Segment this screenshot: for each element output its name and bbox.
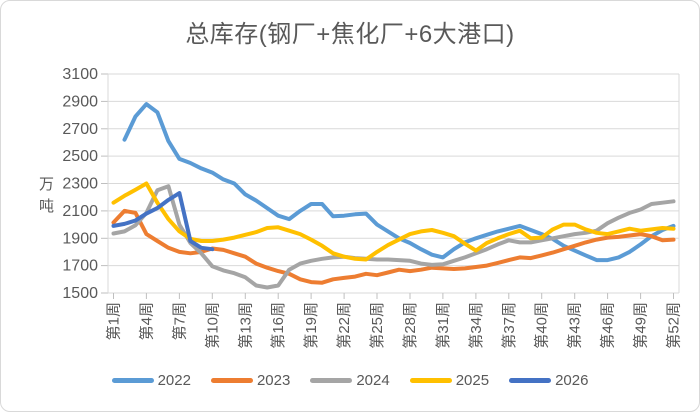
y-axis-unit-label: 万吨 [38, 176, 54, 215]
y-tick-label: 2300 [62, 176, 98, 193]
x-tick-label: 第40周 [533, 302, 551, 349]
x-tick-label: 第49周 [632, 302, 650, 349]
x-tick-label: 第13周 [236, 302, 254, 349]
legend-label: 2023 [256, 372, 291, 389]
series-line-2026 [111, 191, 215, 252]
y-tick-label: 1900 [62, 230, 98, 247]
legend-item-2025[interactable]: 2025 [409, 372, 490, 389]
x-tick-label: 第43周 [566, 302, 584, 349]
y-tick-label: 2700 [62, 121, 98, 138]
x-tick-label: 第28周 [401, 302, 419, 349]
x-tick-label: 第1周 [105, 302, 123, 340]
x-tick-label: 第10周 [203, 302, 221, 349]
x-tick-label: 第4周 [137, 302, 155, 340]
x-tick-label: 第37周 [500, 302, 518, 349]
y-tick-label: 1500 [62, 285, 98, 302]
x-tick-label: 第31周 [434, 302, 452, 349]
x-tick-label: 第34周 [467, 302, 485, 349]
x-tick-label: 第52周 [665, 302, 683, 349]
x-tick-label: 第46周 [599, 302, 617, 349]
y-tick-label: 3100 [62, 66, 98, 83]
y-tick-label: 2100 [62, 203, 98, 220]
y-tick-label: 1700 [62, 258, 98, 275]
y-tick-label: 2900 [62, 93, 98, 110]
legend-label: 2026 [555, 372, 589, 389]
legend-swatch-2022 [111, 378, 154, 383]
legend-item-2022[interactable]: 2022 [111, 372, 191, 389]
x-tick-label: 第22周 [335, 302, 353, 349]
legend: 2022 2023 2024 2025 2026 [0, 372, 700, 389]
legend-swatch-2026 [509, 378, 552, 383]
legend-item-2024[interactable]: 2024 [310, 372, 390, 389]
legend-item-2023[interactable]: 2023 [210, 372, 291, 389]
legend-swatch-2023 [210, 378, 253, 383]
legend-swatch-2024 [310, 378, 353, 383]
x-tick-label: 第16周 [269, 302, 287, 349]
legend-label: 2025 [455, 372, 490, 389]
x-tick-label: 第25周 [368, 302, 386, 349]
legend-label: 2022 [157, 372, 191, 389]
x-tick-label: 第19周 [302, 302, 320, 349]
series-line-2025 [111, 181, 676, 262]
legend-swatch-2025 [409, 378, 452, 383]
series-line-2024 [111, 184, 676, 290]
chart-title: 总库存(钢厂+焦化厂+6大港口) [185, 21, 515, 48]
legend-label: 2024 [356, 372, 390, 389]
series-line-2022 [122, 102, 676, 263]
y-tick-label: 2500 [62, 148, 98, 165]
legend-item-2026[interactable]: 2026 [509, 372, 588, 389]
x-tick-label: 第7周 [170, 302, 188, 340]
